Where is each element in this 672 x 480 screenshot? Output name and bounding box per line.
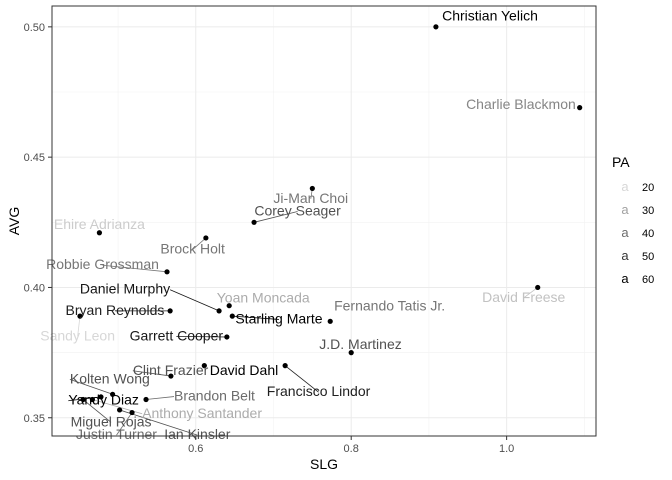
point-david-dahl (201, 363, 207, 369)
point-label-ji-man-choi: Ji-Man Choi (273, 190, 348, 206)
label-connector-clint-frazier (132, 370, 171, 377)
point-label-kolten-wong: Kolten Wong (70, 370, 150, 386)
point-garrett-cooper (224, 334, 230, 340)
x-axis-ticks: 0.6 0.8 1.0 (188, 436, 514, 455)
point-labels: Christian Yelich Charlie Blackmon Ji-Man C… (40, 7, 576, 442)
label-connector-kolten-wong (69, 378, 113, 395)
legend-key-30: a (621, 202, 629, 217)
point-label-sandy-leon: Sandy Leon (40, 327, 115, 343)
point-label-justin-turner: Justin Turner (76, 426, 157, 442)
legend-title: PA (612, 154, 630, 170)
label-connector-garrett-cooper (176, 335, 227, 338)
legend-key-20: a (621, 179, 629, 194)
label-connector-brock-holt (192, 237, 207, 250)
x-tick-label: 0.6 (188, 443, 203, 455)
y-tick-label: 0.40 (24, 282, 45, 294)
point-brandon-belt (143, 396, 149, 403)
data-points (77, 24, 583, 416)
point-label-miguel-rojas: Miguel Rojas (71, 413, 152, 429)
point-ian-kinsler (117, 407, 123, 413)
label-connector-francisco-lindor (284, 365, 319, 393)
label-connector-david-freese (523, 287, 538, 299)
point-charlie-blackmon (577, 105, 583, 111)
panel-border (51, 5, 597, 437)
legend-key-50: a (621, 248, 629, 263)
legend-key-60: a (621, 271, 629, 286)
point-francisco-lindor (282, 363, 288, 369)
point-label-fernando-tatis-jr: Fernando Tatis Jr. (334, 297, 445, 313)
label-connector-sandy-leon (77, 316, 81, 337)
legend-label-20: 20 (642, 182, 654, 194)
point-bryan-reynolds (167, 308, 173, 314)
point-robbie-grossman (164, 269, 170, 275)
point-label-brandon-belt: Brandon Belt (174, 388, 255, 404)
point-yandy-diaz (98, 394, 104, 400)
label-connector-corey-seager (253, 211, 298, 223)
y-axis-ticks: 0.35 0.40 0.45 0.50 (24, 22, 52, 425)
label-connector-robbie-grossman (102, 264, 168, 273)
point-label-anthony-santander: Anthony Santander (142, 405, 262, 421)
point-label-charlie-blackmon: Charlie Blackmon (466, 96, 576, 112)
y-axis-title: AVG (6, 207, 22, 236)
point-yoan-moncada (226, 303, 232, 309)
point-anthony-santander (89, 396, 96, 403)
point-justin-turner (129, 409, 135, 416)
y-tick-label: 0.45 (24, 152, 45, 164)
point-label-ehire-adrianza: Ehire Adrianza (54, 216, 145, 232)
point-label-yoan-moncada: Yoan Moncada (217, 289, 310, 305)
point-label-daniel-murphy: Daniel Murphy (80, 281, 170, 297)
x-tick-label: 0.8 (344, 443, 359, 455)
legend: PA a 20 a 30 a 40 a 50 a 60 (612, 154, 654, 286)
point-david-freese (535, 284, 541, 291)
point-label-brock-holt: Brock Holt (160, 241, 225, 257)
y-tick-label: 0.50 (24, 22, 45, 34)
point-label-j-d-martinez: J.D. Martinez (319, 336, 401, 352)
label-connector-starling-marte (232, 315, 279, 320)
label-connector-justin-turner (116, 412, 133, 436)
point-label-ian-kinsler: Ian Kinsler (164, 426, 230, 442)
legend-label-50: 50 (642, 251, 654, 263)
point-label-clint-frazier: Clint Frazier (133, 362, 209, 378)
point-j-d-martinez (348, 350, 354, 356)
legend-label-30: 30 (642, 205, 654, 217)
point-clint-frazier (168, 373, 174, 379)
point-label-yandy-diaz: Yandy Diaz (68, 392, 139, 408)
point-label-starling-marte: Starling Marte (235, 310, 322, 326)
point-ji-man-choi (309, 185, 315, 192)
point-starling-marte (229, 313, 235, 319)
point-label-garrett-cooper: Garrett Cooper (130, 327, 224, 343)
point-kolten-wong (110, 391, 116, 397)
label-connector-brandon-belt (145, 396, 175, 400)
point-label-bryan-reynolds: Bryan Reynolds (66, 302, 165, 318)
point-label-robbie-grossman: Robbie Grossman (46, 256, 159, 272)
legend-key-40: a (621, 225, 629, 240)
point-christian-yelich (433, 24, 439, 30)
point-miguel-rojas (80, 396, 86, 403)
legend-label-60: 60 (642, 274, 654, 286)
point-ehire-adrianza (96, 230, 103, 236)
point-label-christian-yelich: Christian Yelich (442, 7, 538, 23)
label-connector-miguel-rojas (82, 399, 112, 423)
x-tick-label: 1.0 (499, 443, 514, 455)
label-connector-daniel-murphy (169, 289, 220, 312)
point-brock-holt (203, 235, 209, 241)
label-connectors (68, 188, 538, 436)
point-label-corey-seager: Corey Seager (254, 203, 341, 219)
y-tick-label: 0.35 (24, 413, 45, 425)
legend-label-40: 40 (642, 228, 654, 240)
x-axis-title: SLG (310, 456, 338, 472)
point-label-david-dahl: David Dahl (210, 362, 278, 378)
point-label-david-freese: David Freese (482, 289, 565, 305)
point-fernando-tatis-jr (327, 318, 333, 324)
point-sandy-leon (77, 313, 83, 319)
point-label-francisco-lindor: Francisco Lindor (267, 383, 371, 399)
point-daniel-murphy (216, 308, 222, 314)
point-corey-seager (251, 219, 257, 225)
